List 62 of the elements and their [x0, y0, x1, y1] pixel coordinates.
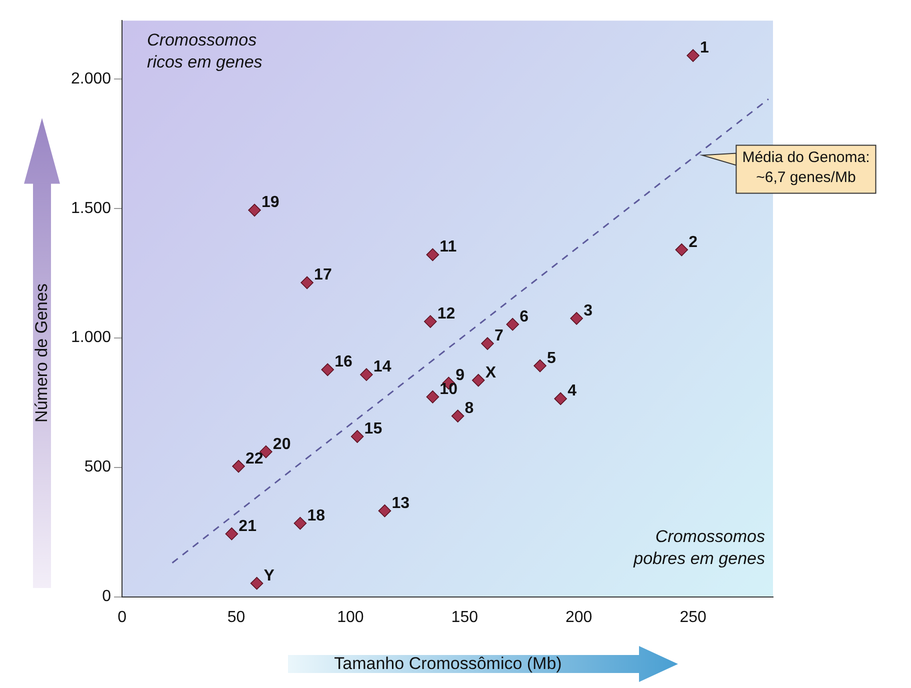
- point: [350, 430, 364, 443]
- y-tick-label: 500: [84, 458, 112, 476]
- point: [426, 390, 440, 404]
- annotation: 20: [272, 436, 291, 453]
- annotation: 10: [440, 380, 458, 398]
- y-tick-label: 2.000: [70, 70, 112, 88]
- point: [321, 363, 334, 376]
- point: [250, 576, 264, 590]
- point: [675, 243, 688, 256]
- point: [294, 516, 307, 530]
- point: [472, 374, 485, 387]
- annotation: 19: [262, 194, 280, 212]
- annotation: 13: [392, 494, 410, 512]
- annotation: 6: [520, 308, 529, 326]
- annotation: 9: [456, 367, 465, 384]
- annotation: 5: [547, 350, 556, 367]
- annotation: 15: [364, 420, 382, 438]
- annotation: 4: [568, 382, 577, 400]
- annotation: Cromossomos ricos em genes: [147, 30, 263, 72]
- point: [481, 337, 494, 350]
- annotation: 8: [464, 400, 474, 418]
- x-tick-label: 50: [227, 608, 246, 626]
- annotation: 3: [584, 302, 593, 320]
- y-tick-label: 1.000: [70, 329, 112, 346]
- annotation: 17: [314, 266, 332, 284]
- x-tick-label: 0: [118, 608, 127, 626]
- point: [451, 410, 464, 422]
- point: [225, 527, 238, 540]
- x-axis-title: Tamanho Cromossômico (Mb): [334, 654, 562, 674]
- x-tick-label: 200: [566, 608, 592, 626]
- annotation: 14: [373, 358, 392, 376]
- annotation: 1: [700, 40, 710, 57]
- y-tick-label: 0: [102, 588, 112, 606]
- annotation: Cromossomos pobres em genes: [632, 526, 766, 568]
- point: [686, 49, 700, 62]
- x-tick-label: 150: [451, 608, 478, 626]
- annotation: Y: [264, 567, 275, 584]
- point: [378, 504, 392, 518]
- annotation: 2: [688, 234, 698, 251]
- point: [300, 276, 314, 290]
- annotation: 11: [440, 238, 457, 256]
- annotation: Média do Genoma: ~6,7 genes/Mb: [742, 148, 870, 186]
- point: [554, 392, 567, 406]
- annotation: 16: [334, 354, 353, 371]
- point: [232, 460, 245, 473]
- point: [360, 368, 373, 382]
- y-tick-label: 1.500: [70, 200, 112, 217]
- point: [570, 312, 583, 325]
- x-tick-label: 250: [680, 608, 707, 626]
- y-axis-title: Número de Genes: [32, 284, 52, 422]
- annotation: 18: [307, 507, 326, 524]
- point: [248, 204, 261, 217]
- x-tick-label: 100: [337, 608, 364, 626]
- point: [426, 248, 440, 262]
- annotation: X: [485, 364, 496, 382]
- annotation: 12: [437, 306, 456, 323]
- point: [424, 315, 437, 328]
- annotation: 21: [238, 518, 257, 535]
- point: [506, 318, 520, 331]
- annotation: 22: [246, 450, 264, 468]
- point: [534, 359, 546, 372]
- annotation: 7: [494, 328, 504, 345]
